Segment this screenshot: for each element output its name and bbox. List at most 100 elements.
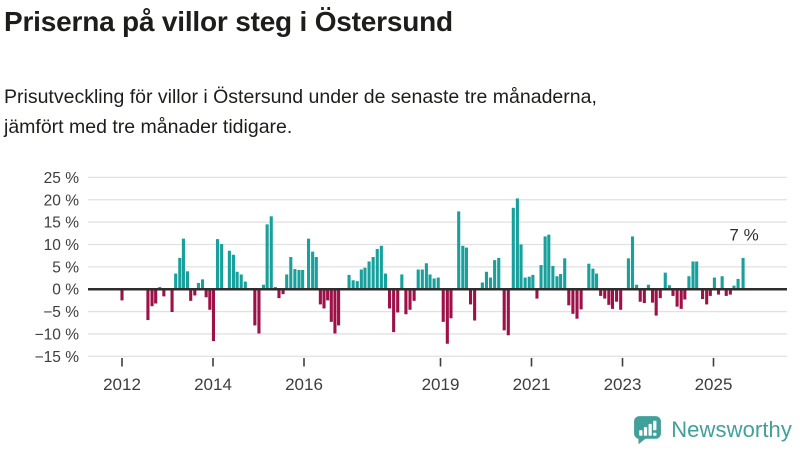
- bar-negative: [193, 289, 197, 296]
- bar-positive: [691, 261, 695, 290]
- bar-negative: [658, 289, 662, 299]
- bar-positive: [314, 257, 318, 290]
- bar-negative: [408, 289, 412, 310]
- bar-negative: [337, 289, 341, 326]
- bar-negative: [728, 289, 732, 295]
- bar-negative: [679, 289, 683, 309]
- bar-positive: [519, 244, 523, 290]
- bar-negative: [412, 289, 416, 301]
- bar-negative: [120, 289, 124, 301]
- bar-positive: [555, 276, 559, 290]
- bar-negative: [329, 289, 333, 322]
- bar-negative: [387, 289, 392, 309]
- x-axis-year-label: 2025: [695, 375, 733, 394]
- bar-negative: [396, 289, 400, 313]
- bar-positive: [559, 273, 563, 290]
- bar-positive: [527, 276, 531, 290]
- bar-negative: [567, 289, 571, 306]
- bar-negative: [445, 289, 449, 344]
- bar-negative: [615, 289, 619, 302]
- bar-positive: [464, 247, 468, 290]
- y-axis-tick-label: −15 %: [35, 349, 80, 366]
- newsworthy-logo: Newsworthy: [632, 414, 792, 445]
- bar-negative: [162, 289, 166, 297]
- bar-positive: [432, 278, 436, 290]
- bar-positive: [563, 258, 567, 290]
- page-title: Priserna på villor steg i Östersund: [4, 6, 453, 37]
- bar-positive: [178, 257, 182, 290]
- bar-positive: [635, 284, 639, 290]
- bar-positive: [371, 257, 375, 290]
- bar-positive: [457, 211, 461, 290]
- y-axis-tick-label: 5 %: [52, 259, 79, 276]
- bar-negative: [607, 289, 611, 305]
- bar-positive: [741, 257, 745, 290]
- x-axis-year-label: 2023: [604, 375, 642, 394]
- bar-positive: [587, 263, 591, 290]
- bar-negative: [671, 289, 675, 296]
- bar-negative: [449, 289, 453, 319]
- y-axis-tick-label: 10 %: [44, 237, 80, 254]
- bar-positive: [416, 269, 420, 290]
- bar-positive: [493, 260, 497, 290]
- bar-positive: [736, 278, 740, 290]
- bar-negative: [642, 289, 646, 304]
- bar-positive: [220, 244, 224, 290]
- bar-positive: [375, 248, 379, 290]
- bar-positive: [301, 269, 305, 290]
- bar-positive: [595, 273, 599, 290]
- bar-negative: [619, 289, 623, 310]
- bar-positive: [720, 276, 724, 290]
- bar-negative: [603, 289, 607, 299]
- bar-positive: [712, 277, 716, 290]
- bar-negative: [473, 289, 477, 321]
- bar-positive: [216, 239, 220, 290]
- bar-positive: [400, 274, 404, 290]
- bar-negative: [716, 289, 721, 295]
- bar-positive: [436, 277, 440, 290]
- bar-positive: [543, 236, 547, 290]
- bar-positive: [687, 276, 691, 290]
- bar-negative: [253, 289, 257, 326]
- bar-positive: [420, 269, 424, 290]
- bar-positive: [732, 285, 736, 290]
- bar-negative: [705, 289, 709, 305]
- bar-positive: [359, 269, 363, 290]
- bar-positive: [196, 282, 200, 290]
- bar-negative: [654, 289, 658, 316]
- bar-negative: [701, 289, 705, 300]
- subtitle-line-1: Prisutveckling för villor i Östersund un…: [4, 86, 597, 108]
- bar-positive: [231, 254, 236, 290]
- x-axis-year-label: 2019: [422, 375, 460, 394]
- bar-positive: [347, 274, 351, 290]
- bar-negative: [211, 289, 216, 342]
- x-axis-year-label: 2014: [194, 375, 232, 394]
- bar-negative: [208, 289, 212, 310]
- bar-positive: [265, 224, 269, 290]
- bar-positive: [591, 268, 595, 290]
- y-axis-tick-label: −10 %: [35, 326, 80, 343]
- bar-positive: [626, 258, 630, 290]
- bar-positive: [379, 245, 383, 290]
- bar-negative: [392, 289, 396, 333]
- bar-positive: [484, 271, 489, 290]
- bar-positive: [181, 238, 185, 290]
- bar-positive: [547, 234, 551, 290]
- bar-positive: [311, 251, 315, 290]
- newsworthy-logo-text: Newsworthy: [671, 416, 792, 442]
- bar-positive: [289, 257, 293, 290]
- bar-positive: [663, 272, 667, 290]
- bar-positive: [695, 261, 699, 290]
- bar-negative: [257, 289, 261, 334]
- bar-negative: [675, 289, 679, 307]
- bar-negative: [318, 289, 322, 305]
- bar-positive: [424, 263, 428, 290]
- bar-negative: [610, 289, 615, 309]
- bar-negative: [506, 289, 510, 336]
- bar-negative: [404, 289, 408, 315]
- bar-negative: [708, 289, 712, 296]
- bar-negative: [277, 289, 281, 299]
- bar-positive: [355, 281, 359, 290]
- bar-positive: [383, 273, 387, 290]
